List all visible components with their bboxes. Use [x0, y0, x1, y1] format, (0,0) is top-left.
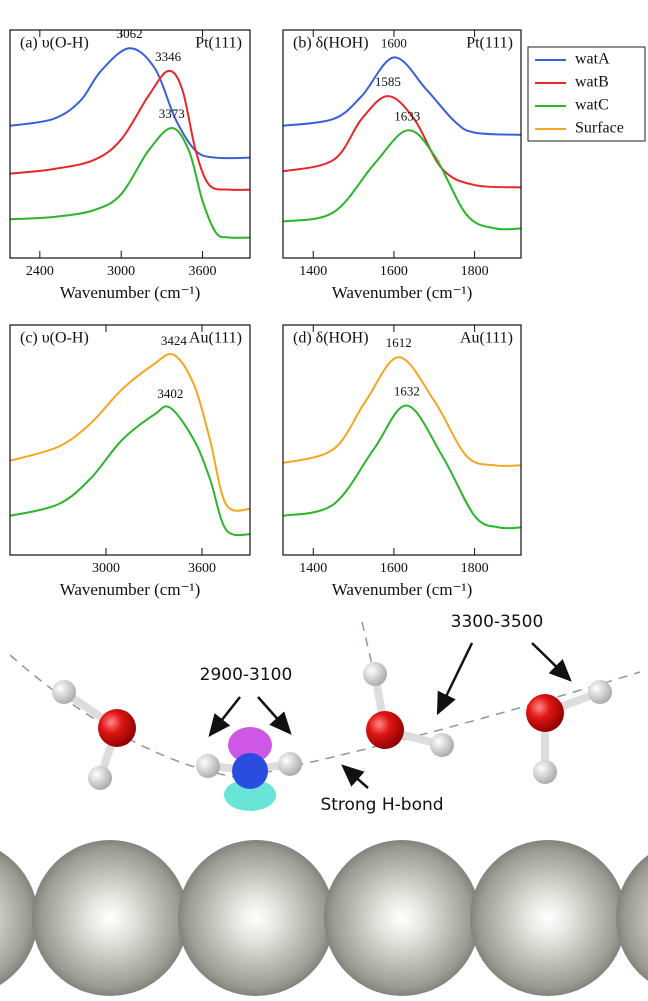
x-axis-label: Wavenumber (cm⁻¹) [332, 283, 473, 302]
annotation: 3300-3500 [451, 612, 544, 632]
peak-label: 3062 [117, 26, 143, 41]
spectrum-line [9, 405, 251, 537]
hbond-path [9, 654, 641, 779]
annotation: Strong H-bond [320, 795, 443, 815]
hbond-path [361, 621, 379, 691]
x-tick-label: 1800 [461, 264, 489, 279]
peak-label: 3424 [161, 333, 188, 348]
surface-label: Pt(111) [195, 35, 242, 52]
surface-label: Au(111) [460, 330, 513, 347]
spectrum-line [9, 47, 251, 160]
x-tick-label: 3600 [189, 264, 217, 279]
arrows [208, 642, 572, 789]
peak-label: 3373 [159, 106, 185, 121]
spectrum-line [9, 69, 251, 191]
spectrum-line [282, 356, 522, 467]
legend-label: watB [575, 74, 609, 91]
x-tick-label: 1400 [299, 561, 327, 576]
metal-surface [0, 840, 648, 996]
illustration: 2900-3100 3300-3500 Strong H-bond [0, 612, 648, 996]
spectrum-line [282, 404, 522, 530]
x-axis-label: Wavenumber (cm⁻¹) [60, 283, 201, 302]
x-axis-label: Wavenumber (cm⁻¹) [60, 580, 201, 599]
peak-label: 1632 [394, 383, 420, 398]
x-tick-label: 1400 [299, 264, 327, 279]
legend-label: watC [575, 97, 609, 114]
legend-label: watA [575, 51, 610, 68]
peak-label: 1633 [394, 108, 420, 123]
peak-label: 1612 [386, 335, 412, 350]
x-tick-label: 2400 [26, 264, 54, 279]
plot-frame [9, 29, 251, 259]
x-tick-label: 1600 [380, 264, 408, 279]
legend: watA watB watC Surface [527, 46, 646, 142]
spectrum-line [282, 129, 522, 231]
plot-frame [282, 324, 522, 556]
x-tick-label: 3600 [188, 561, 216, 576]
water-molecule [363, 662, 454, 757]
spectrum-line [9, 127, 251, 239]
surface-label: Pt(111) [466, 35, 513, 52]
plot-frame [9, 324, 251, 556]
x-tick-label: 1600 [380, 561, 408, 576]
annotation: 2900-3100 [200, 665, 293, 685]
spectrum-line [282, 95, 522, 189]
x-tick-label: 1800 [461, 561, 489, 576]
water-molecule [52, 680, 136, 790]
peak-label: 3346 [155, 49, 182, 64]
peak-label: 1600 [381, 35, 407, 50]
water-molecule [196, 727, 302, 811]
spectrum-line [282, 56, 522, 136]
peak-label: 1585 [375, 74, 401, 89]
legend-box [527, 46, 646, 142]
panel-label: (a) υ(O-H) [20, 35, 89, 52]
spectra: 3062 3346 3373 2400 3000 3600 (a) υ(O-H) Pt(111… [9, 26, 522, 599]
panel-label: (c) υ(O-H) [20, 330, 89, 347]
x-tick-label: 3000 [107, 264, 135, 279]
spectrum-line [9, 353, 251, 512]
water-molecule [526, 680, 612, 784]
panel-label: (b) δ(HOH) [293, 35, 369, 52]
surface-label: Au(111) [189, 330, 242, 347]
x-tick-label: 3000 [92, 561, 120, 576]
x-axis-label: Wavenumber (cm⁻¹) [332, 580, 473, 599]
legend-label: Surface [575, 120, 624, 137]
plot-frame [282, 29, 522, 259]
peak-label: 3402 [157, 386, 183, 401]
panel-label: (d) δ(HOH) [293, 330, 369, 347]
